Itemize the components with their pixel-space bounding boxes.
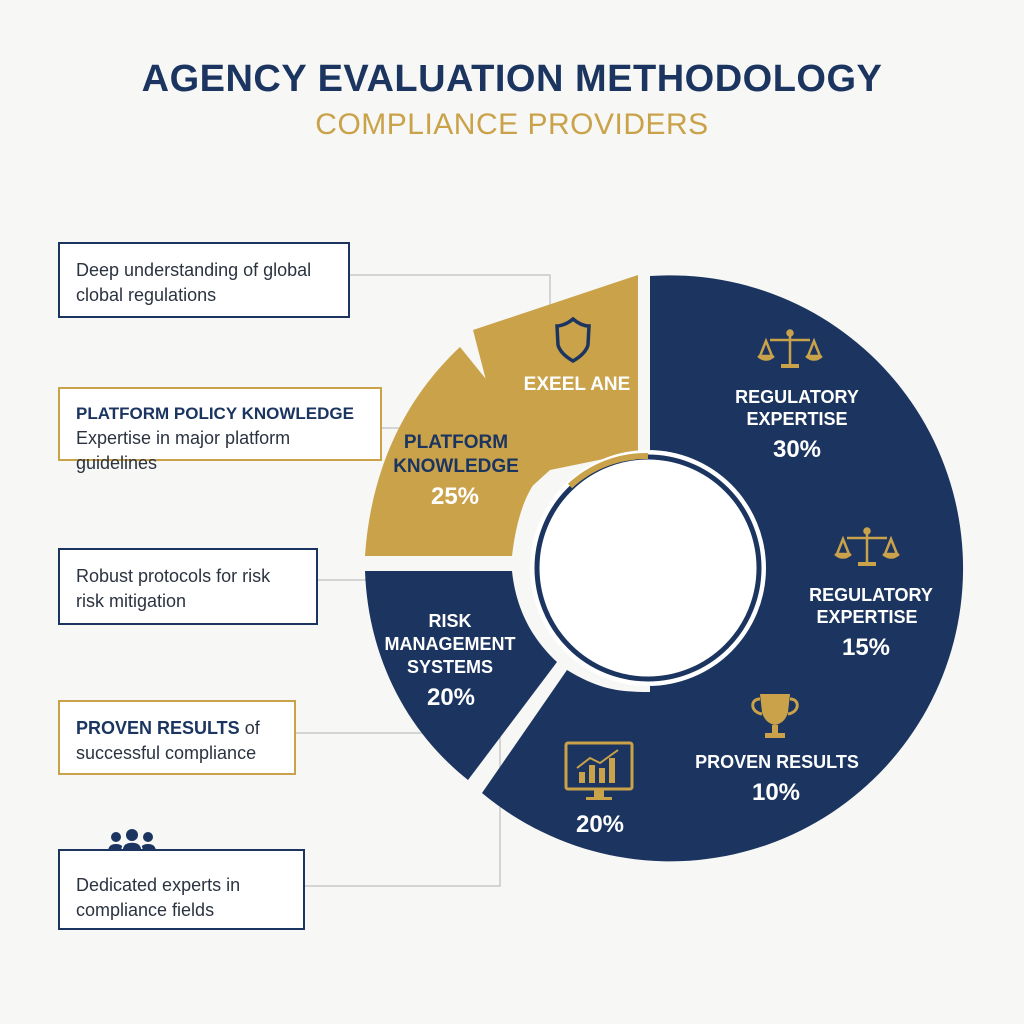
callout-platform-policy: PLATFORM POLICY KNOWLEDGE Expertise in m… [58,387,382,473]
segment-label-reg15-line1: REGULATORY [809,585,933,605]
segment-label-risk-line2: MANAGEMENT [385,634,516,654]
segment-label-platform-line2: KNOWLEDGE [393,456,519,477]
segment-label-excellence: EXEEL ANE [524,374,631,395]
segment-label-reg30-line1: REGULATORY [735,387,859,407]
page-title: AGENCY EVALUATION METHODOLOGY [141,58,883,100]
callout-experts-text: Dedicated experts in compliance fields [76,875,241,920]
callout-global-regulations: Deep understanding of global clobal regul… [58,242,350,318]
segment-label-reg30-line2: EXPERTISE [746,409,847,429]
scales-icon [757,329,823,368]
center-ring-accent [567,452,649,489]
page-subtitle: COMPLIANCE PROVIDERS [315,108,709,141]
connector-line-results [296,732,501,887]
segment-value-reg30: 30% [773,436,821,463]
callout-platform-heading: PLATFORM POLICY KNOWLEDGE [76,404,354,423]
callout-platform-text: Expertise in major platform guidelines [76,428,291,473]
scales-icon [834,527,900,566]
segment-value-monitor: 20% [576,811,624,838]
segment-label-risk-line1: RISK [428,611,471,631]
segment-label-risk-line3: SYSTEMS [407,657,493,677]
segment-value-risk: 20% [427,684,475,711]
callout-dedicated-experts: Dedicated experts in compliance fields [58,849,305,930]
segment-value-platform: 25% [431,483,479,510]
segment-value-reg15: 15% [842,634,890,661]
callout-risk-text: Robust protocols for risk risk mitigation [76,566,271,611]
callout-proven-results: PROVEN RESULTS of successful compliance [58,700,296,775]
segment-label-results: PROVEN RESULTS [695,752,859,772]
monitor-chart-icon [564,741,634,800]
center-ring [534,454,762,682]
shield-icon [555,316,591,364]
callout-results-heading: PROVEN RESULTS [76,718,240,738]
segment-platform-knowledge [365,347,553,556]
segment-risk-management [365,571,557,780]
callout-risk-protocols: Robust protocols for risk risk mitigation [58,548,318,625]
callout-results-text: of successful compliance [76,718,260,763]
segment-label-platform-line1: PLATFORM [404,432,508,453]
segment-value-results: 10% [752,779,800,806]
center-hole [544,464,752,672]
connector-line-global [350,274,551,310]
trophy-icon [751,694,799,738]
segment-label-reg15-line2: EXPERTISE [816,607,917,627]
callout-global-text: Deep understanding of global clobal regul… [76,260,312,305]
